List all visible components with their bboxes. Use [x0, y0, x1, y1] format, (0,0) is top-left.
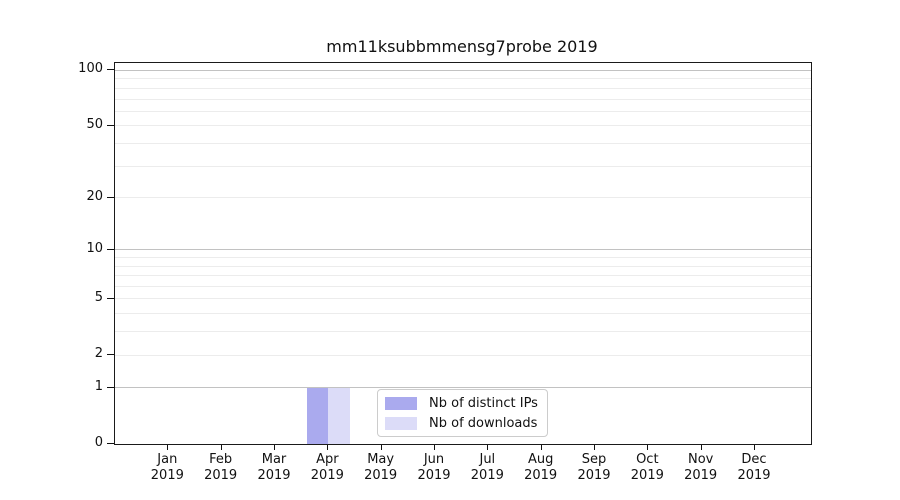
x-tick	[434, 445, 435, 450]
x-tick-label: Oct 2019	[630, 452, 664, 483]
y-tick	[107, 443, 114, 444]
legend-item-distinct-ips: Nb of distinct IPs	[385, 395, 538, 411]
x-tick-label: Feb 2019	[204, 452, 238, 483]
x-tick-label: Apr 2019	[310, 452, 344, 483]
y-tick	[107, 69, 114, 71]
y-tick	[107, 248, 114, 250]
y-gridline-minor	[115, 98, 811, 100]
y-gridline-minor	[115, 275, 811, 277]
y-tick-label: 20	[86, 188, 103, 204]
y-tick-label: 2	[94, 346, 103, 362]
x-tick-label: Nov 2019	[684, 452, 718, 483]
y-tick	[107, 386, 114, 388]
y-gridline-minor	[115, 87, 811, 89]
x-tick-label: Dec 2019	[737, 452, 771, 483]
x-tick-label: Aug 2019	[524, 452, 558, 483]
bar-nb-of-downloads-apr	[328, 387, 350, 444]
bar-nb-of-distinct-ips-apr	[306, 387, 329, 444]
legend-label-downloads: Nb of downloads	[429, 415, 538, 431]
y-gridline-minor	[115, 125, 811, 127]
y-gridline-minor	[115, 286, 811, 288]
y-gridline-minor	[115, 257, 811, 259]
legend-label-distinct-ips: Nb of distinct IPs	[429, 395, 538, 411]
y-gridline-major	[115, 249, 811, 251]
y-gridline-minor	[115, 331, 811, 333]
plot-area	[114, 62, 812, 445]
legend: Nb of distinct IPs Nb of downloads	[377, 389, 548, 437]
chart-title: mm11ksubbmmensg7probe 2019	[326, 37, 598, 56]
y-gridline-minor	[115, 78, 811, 80]
legend-item-downloads: Nb of downloads	[385, 415, 538, 431]
y-gridline-minor	[115, 110, 811, 112]
y-gridline-minor	[115, 165, 811, 167]
x-tick	[754, 445, 755, 450]
y-gridline-minor	[115, 197, 811, 199]
y-tick	[107, 354, 114, 356]
y-gridline-minor	[115, 298, 811, 300]
x-tick	[540, 445, 542, 450]
x-tick	[274, 445, 275, 450]
y-tick	[107, 124, 114, 126]
x-tick	[647, 445, 649, 450]
legend-swatch-downloads	[385, 416, 417, 430]
y-tick-label: 0	[94, 435, 103, 450]
x-tick-label: Mar 2019	[257, 452, 291, 483]
y-gridline-minor	[115, 142, 811, 144]
x-tick	[220, 445, 222, 450]
y-gridline-major	[115, 387, 811, 389]
x-tick	[594, 445, 595, 450]
y-gridline-minor	[115, 313, 811, 315]
y-gridline-minor	[115, 265, 811, 267]
y-tick-label: 100	[78, 61, 103, 77]
x-tick-label: Jul 2019	[470, 452, 504, 483]
y-gridline-minor	[115, 354, 811, 356]
x-tick-label: Jan 2019	[150, 452, 184, 483]
y-tick-label: 1	[94, 378, 103, 394]
y-tick-label: 50	[86, 116, 103, 132]
y-tick-label: 10	[86, 240, 103, 256]
y-tick	[107, 297, 114, 299]
x-tick-label: Sep 2019	[577, 452, 611, 483]
x-tick-label: May 2019	[364, 452, 398, 483]
x-tick	[487, 445, 489, 450]
x-tick-label: Jun 2019	[417, 452, 451, 483]
y-tick-label: 5	[94, 289, 103, 305]
y-gridline-major	[115, 69, 811, 71]
x-tick	[327, 445, 329, 450]
y-tick	[107, 196, 114, 198]
legend-swatch-distinct-ips	[385, 396, 417, 410]
x-tick	[700, 445, 702, 450]
x-tick	[167, 445, 169, 450]
x-tick	[380, 445, 382, 450]
